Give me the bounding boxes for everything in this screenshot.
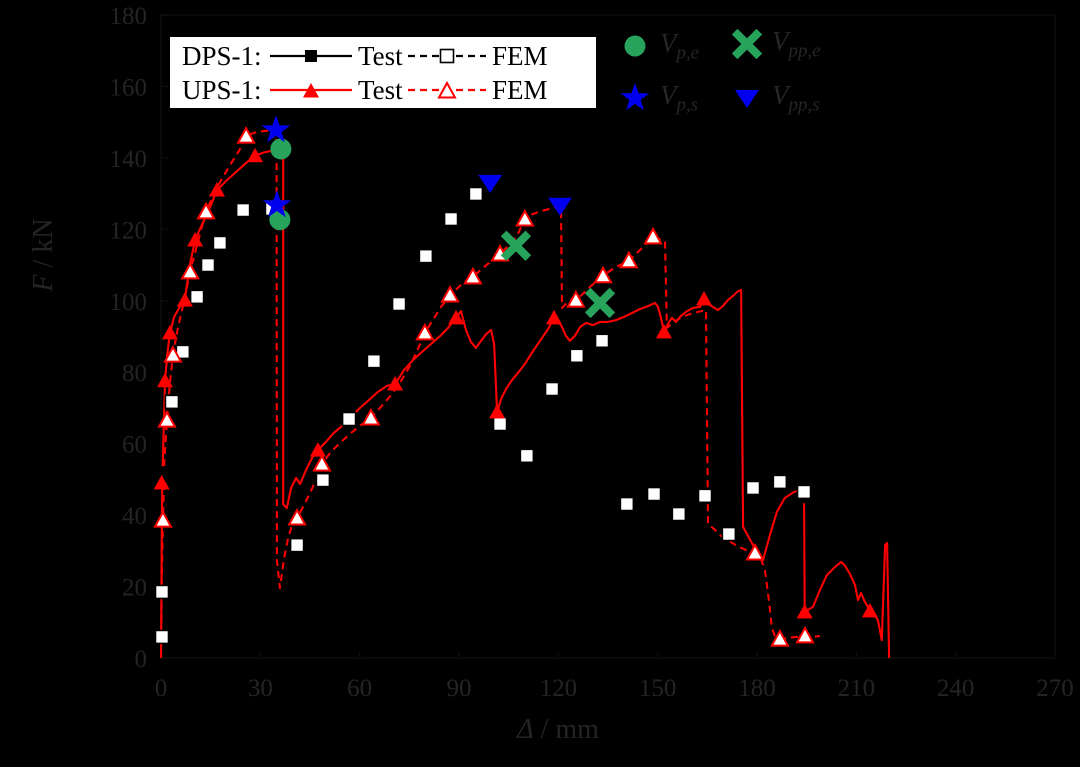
marker-legend-item-vps: Vp,s (618, 80, 698, 120)
legend-fem-label: FEM (492, 41, 548, 71)
x-tick-label: 120 (540, 675, 578, 702)
y-tick-label: 80 (122, 360, 147, 387)
marker-legend-label: Vp,e (660, 27, 700, 64)
y-tick-label: 20 (122, 575, 147, 602)
x-tick-label: 0 (155, 675, 168, 702)
marker-legend-item-vppe: Vpp,e (730, 26, 821, 66)
series-markers-dps1-fem (154, 186, 812, 645)
series-markers-dps1-test (159, 217, 813, 514)
y-tick-label: 40 (122, 503, 147, 530)
y-tick-label: 100 (110, 289, 148, 316)
legend-test-line-sample (268, 39, 354, 73)
star-marker-icon (618, 81, 652, 120)
legend-fem-line-sample (406, 39, 488, 73)
event-markers (261, 115, 616, 319)
circle-marker-icon (618, 29, 652, 68)
marker-legend-label: Vpp,s (772, 79, 820, 116)
legend-series-label: DPS-1: (182, 41, 262, 71)
x-tick-label: 240 (937, 675, 975, 702)
triangle-down-marker-icon (730, 81, 764, 120)
series-line-dps1-test (159, 218, 808, 659)
x-tick-label: 30 (248, 675, 273, 702)
marker-legend-item-vpe: Vp,e (618, 28, 699, 68)
x-marker-icon (730, 27, 764, 66)
marker-legend-label: Vpp,e (772, 25, 821, 62)
marker-legend-item-vpps: Vpp,s (730, 80, 819, 120)
series-line-ups1-fem (159, 128, 821, 659)
series-markers-ups1-test (153, 147, 878, 619)
y-axis-title: F / kN (28, 218, 59, 292)
marker-legend-label: Vp,s (660, 79, 699, 116)
legend-fem-line-sample (406, 73, 488, 107)
legend-row-dps1: DPS-1: Test FEM (170, 39, 596, 73)
x-tick-label: 150 (639, 675, 677, 702)
legend-test-label: Test (358, 75, 403, 105)
y-tick-label: 160 (110, 74, 148, 101)
legend-series-label: UPS-1: (182, 75, 262, 105)
axes: 0 30 60 90 120 150 180 210 240 270 0 20 40 60 80 100 120… (110, 3, 1074, 702)
y-tick-label: 180 (110, 3, 148, 30)
legend-test-line-sample (268, 73, 354, 107)
series-line-dps1-fem (159, 181, 805, 659)
y-tick-label: 140 (110, 146, 148, 173)
series-markers-ups1-fem (153, 126, 815, 647)
x-tick-label: 270 (1036, 675, 1074, 702)
x-tick-label: 60 (347, 675, 372, 702)
legend-row-ups1: UPS-1: Test FEM (170, 73, 596, 107)
x-tick-label: 210 (838, 675, 876, 702)
legend-test-label: Test (358, 41, 403, 71)
y-tick-label: 60 (122, 432, 147, 459)
x-tick-label: 180 (738, 675, 776, 702)
x-axis-title: Δ / mm (516, 714, 599, 745)
legend-fem-label: FEM (492, 75, 548, 105)
series-legend: DPS-1: Test FEM UPS-1: Test FEM (168, 35, 598, 110)
y-tick-label: 0 (135, 646, 148, 673)
y-tick-label: 120 (110, 217, 148, 244)
x-tick-label: 90 (447, 675, 472, 702)
